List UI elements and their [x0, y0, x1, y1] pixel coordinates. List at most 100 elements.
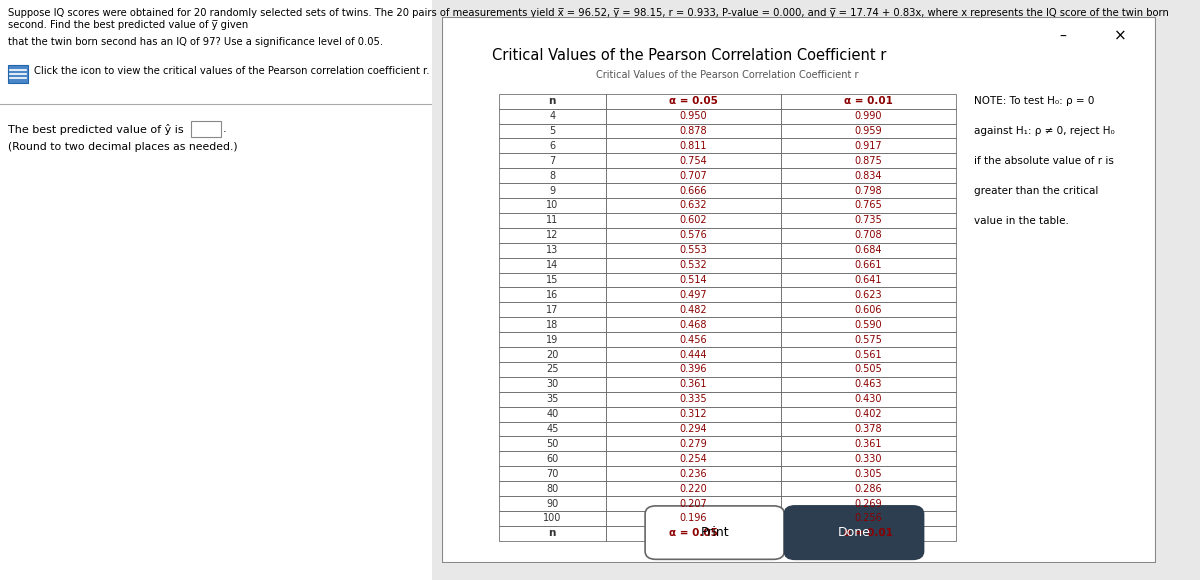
Bar [499, 139, 606, 153]
Bar [499, 153, 606, 168]
Text: 45: 45 [546, 424, 558, 434]
Text: α = 0.05: α = 0.05 [668, 96, 718, 106]
FancyBboxPatch shape [646, 506, 785, 559]
Text: 11: 11 [546, 215, 558, 226]
Bar [499, 213, 606, 228]
Bar [606, 168, 781, 183]
Text: 0.468: 0.468 [679, 320, 707, 329]
Text: 40: 40 [546, 409, 558, 419]
Bar [499, 288, 606, 302]
Text: 0.497: 0.497 [679, 290, 707, 300]
Text: The best predicted value of ŷ is: The best predicted value of ŷ is [8, 124, 184, 135]
Text: 0.661: 0.661 [854, 260, 882, 270]
Text: 0.917: 0.917 [854, 141, 882, 151]
Text: 30: 30 [546, 379, 558, 389]
Text: 0.602: 0.602 [679, 215, 707, 226]
Bar [606, 288, 781, 302]
Text: 0.641: 0.641 [854, 275, 882, 285]
Bar [606, 243, 781, 258]
Text: Critical Values of the Pearson Correlation Coefficient r: Critical Values of the Pearson Correlati… [596, 70, 858, 80]
Bar [499, 302, 606, 317]
Text: 15: 15 [546, 275, 558, 285]
Bar [781, 258, 955, 273]
Text: 0.623: 0.623 [854, 290, 882, 300]
Bar [606, 451, 781, 466]
Text: 7: 7 [550, 156, 556, 166]
Bar [606, 362, 781, 377]
Text: 0.286: 0.286 [854, 484, 882, 494]
Bar [191, 121, 221, 137]
Bar [606, 302, 781, 317]
Bar [499, 124, 606, 139]
Bar [781, 288, 955, 302]
Text: 0.666: 0.666 [679, 186, 707, 195]
Bar [781, 153, 955, 168]
Text: 5: 5 [550, 126, 556, 136]
Bar [606, 392, 781, 407]
Bar [781, 302, 955, 317]
Bar [606, 108, 781, 124]
Text: 0.834: 0.834 [854, 171, 882, 181]
Text: 100: 100 [544, 513, 562, 523]
Text: 0.236: 0.236 [679, 469, 707, 478]
Bar [781, 168, 955, 183]
Bar [499, 511, 606, 526]
Text: 8: 8 [550, 171, 556, 181]
Text: 0.878: 0.878 [679, 126, 707, 136]
Text: 0.765: 0.765 [854, 201, 882, 211]
Text: 20: 20 [546, 350, 558, 360]
Bar [499, 198, 606, 213]
Text: 10: 10 [546, 201, 558, 211]
Text: 17: 17 [546, 305, 558, 315]
Text: 25: 25 [546, 364, 558, 375]
Bar [606, 496, 781, 511]
Text: 0.456: 0.456 [679, 335, 707, 345]
Text: 0.514: 0.514 [679, 275, 707, 285]
Text: 50: 50 [546, 439, 558, 449]
Bar [606, 139, 781, 153]
Text: Print: Print [701, 526, 730, 539]
Text: 0.505: 0.505 [854, 364, 882, 375]
Text: Suppose IQ scores were obtained for 20 randomly selected sets of twins. The 20 p: Suppose IQ scores were obtained for 20 r… [8, 8, 1169, 30]
Bar [606, 317, 781, 332]
Text: 0.754: 0.754 [679, 156, 707, 166]
Bar [606, 437, 781, 451]
Bar [606, 511, 781, 526]
Text: 0.482: 0.482 [679, 305, 707, 315]
Bar [499, 466, 606, 481]
Text: 19: 19 [546, 335, 558, 345]
Bar [606, 94, 781, 108]
Text: 0.402: 0.402 [854, 409, 882, 419]
Bar [499, 437, 606, 451]
Text: Click the icon to view the critical values of the Pearson correlation coefficien: Click the icon to view the critical valu… [34, 66, 430, 76]
Text: 0.735: 0.735 [854, 215, 882, 226]
Text: 0.875: 0.875 [854, 156, 882, 166]
Bar [781, 466, 955, 481]
Bar [606, 124, 781, 139]
Bar [606, 422, 781, 437]
Bar [499, 258, 606, 273]
Text: 35: 35 [546, 394, 558, 404]
Text: that the twin born second has an IQ of 97? Use a significance level of 0.05.: that the twin born second has an IQ of 9… [8, 37, 383, 47]
Text: Critical Values of the Pearson Correlation Coefficient r: Critical Values of the Pearson Correlati… [492, 48, 886, 63]
Bar [606, 273, 781, 288]
Bar [499, 407, 606, 422]
Text: 0.430: 0.430 [854, 394, 882, 404]
Bar [606, 347, 781, 362]
Bar [606, 153, 781, 168]
Text: 6: 6 [550, 141, 556, 151]
Text: against H₁: ρ ≠ 0, reject H₀: against H₁: ρ ≠ 0, reject H₀ [973, 126, 1115, 136]
Text: 0.220: 0.220 [679, 484, 707, 494]
Text: α = 0.01: α = 0.01 [844, 96, 893, 106]
Text: 90: 90 [546, 499, 558, 509]
Text: 0.561: 0.561 [854, 350, 882, 360]
Text: 0.378: 0.378 [854, 424, 882, 434]
Text: 0.361: 0.361 [854, 439, 882, 449]
Text: 0.396: 0.396 [679, 364, 707, 375]
Text: 0.335: 0.335 [679, 394, 707, 404]
Text: 0.196: 0.196 [679, 513, 707, 523]
Bar [499, 451, 606, 466]
Text: 0.684: 0.684 [854, 245, 882, 255]
Text: 13: 13 [546, 245, 558, 255]
Bar [499, 273, 606, 288]
